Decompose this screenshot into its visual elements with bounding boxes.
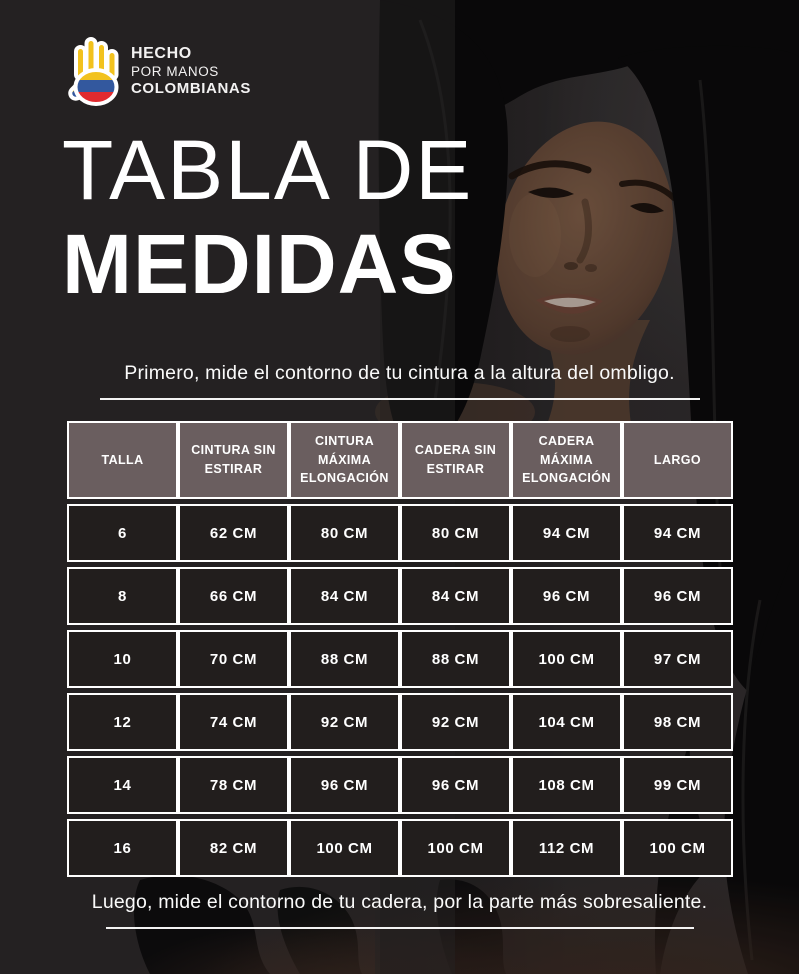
size-cell: 6 xyxy=(67,504,178,562)
divider-line-bottom xyxy=(105,927,694,929)
brand-logo-text: HECHO POR MANOS COLOMBIANAS xyxy=(131,44,251,97)
measurement-cell: 96 CM xyxy=(289,756,400,814)
logo-line-3: COLOMBIANAS xyxy=(131,79,251,97)
measurement-cell: 108 CM xyxy=(511,756,622,814)
colombian-hand-icon xyxy=(68,37,119,106)
measurement-cell: 94 CM xyxy=(511,504,622,562)
table-row: 16 82 CM 100 CM 100 CM 112 CM 100 CM xyxy=(67,819,733,877)
measurement-cell: 84 CM xyxy=(289,567,400,625)
measurement-cell: 84 CM xyxy=(400,567,511,625)
size-cell: 8 xyxy=(67,567,178,625)
header-largo: LARGO xyxy=(622,421,733,499)
size-cell: 10 xyxy=(67,630,178,688)
table-row: 14 78 CM 96 CM 96 CM 108 CM 99 CM xyxy=(67,756,733,814)
table-row: 10 70 CM 88 CM 88 CM 100 CM 97 CM xyxy=(67,630,733,688)
measurement-cell: 80 CM xyxy=(400,504,511,562)
table-row: 8 66 CM 84 CM 84 CM 96 CM 96 CM xyxy=(67,567,733,625)
measurement-cell: 96 CM xyxy=(400,756,511,814)
measurements-table: TALLA CINTURA SIN ESTIRAR CINTURA MÁXIMA… xyxy=(67,416,733,882)
measurement-cell: 88 CM xyxy=(400,630,511,688)
measurement-cell: 94 CM xyxy=(622,504,733,562)
size-cell: 16 xyxy=(67,819,178,877)
measurement-cell: 82 CM xyxy=(178,819,289,877)
header-cintura-sin-estirar: CINTURA SIN ESTIRAR xyxy=(178,421,289,499)
header-talla: TALLA xyxy=(67,421,178,499)
header-cadera-maxima-elongacion: CADERA MÁXIMA ELONGACIÓN xyxy=(511,421,622,499)
measurement-cell: 104 CM xyxy=(511,693,622,751)
measurement-cell: 66 CM xyxy=(178,567,289,625)
instruction-bottom-text: Luego, mide el contorno de tu cadera, po… xyxy=(91,891,708,913)
measurement-cell: 96 CM xyxy=(511,567,622,625)
measurement-cell: 100 CM xyxy=(289,819,400,877)
measurement-cell: 100 CM xyxy=(622,819,733,877)
measurement-cell: 112 CM xyxy=(511,819,622,877)
table-row: 6 62 CM 80 CM 80 CM 94 CM 94 CM xyxy=(67,504,733,562)
table-row: 12 74 CM 92 CM 92 CM 104 CM 98 CM xyxy=(67,693,733,751)
measurement-cell: 74 CM xyxy=(178,693,289,751)
page-title-line-2: MEDIDAS xyxy=(62,217,457,312)
page-title-line-1: TABLA DE xyxy=(62,123,474,217)
size-cell: 12 xyxy=(67,693,178,751)
brand-logo: HECHO POR MANOS COLOMBIANAS xyxy=(66,33,251,109)
measurement-cell: 70 CM xyxy=(178,630,289,688)
measurements-table-body: 6 62 CM 80 CM 80 CM 94 CM 94 CM 8 66 CM 84 CM 84 … xyxy=(67,504,733,877)
measurement-cell: 92 CM xyxy=(289,693,400,751)
measurements-table-head: TALLA CINTURA SIN ESTIRAR CINTURA MÁXIMA… xyxy=(67,421,733,499)
measurement-cell: 92 CM xyxy=(400,693,511,751)
measurement-cell: 78 CM xyxy=(178,756,289,814)
header-row: TALLA CINTURA SIN ESTIRAR CINTURA MÁXIMA… xyxy=(67,421,733,499)
instruction-bottom: Luego, mide el contorno de tu cadera, po… xyxy=(0,891,799,929)
measurement-cell: 88 CM xyxy=(289,630,400,688)
measurement-cell: 99 CM xyxy=(622,756,733,814)
divider-line-top xyxy=(99,398,700,400)
size-cell: 14 xyxy=(67,756,178,814)
instruction-top: Primero, mide el contorno de tu cintura … xyxy=(0,362,799,400)
logo-line-2: POR MANOS xyxy=(131,63,219,79)
measurement-cell: 96 CM xyxy=(622,567,733,625)
header-cadera-sin-estirar: CADERA SIN ESTIRAR xyxy=(400,421,511,499)
measurement-cell: 80 CM xyxy=(289,504,400,562)
header-cintura-maxima-elongacion: CINTURA MÁXIMA ELONGACIÓN xyxy=(289,421,400,499)
instruction-top-text: Primero, mide el contorno de tu cintura … xyxy=(124,362,675,384)
measurement-cell: 62 CM xyxy=(178,504,289,562)
logo-line-1: HECHO xyxy=(131,45,192,63)
measurement-cell: 98 CM xyxy=(622,693,733,751)
page-title: TABLA DE MEDIDAS xyxy=(62,126,473,306)
measurement-cell: 100 CM xyxy=(511,630,622,688)
measurement-cell: 100 CM xyxy=(400,819,511,877)
measurement-cell: 97 CM xyxy=(622,630,733,688)
